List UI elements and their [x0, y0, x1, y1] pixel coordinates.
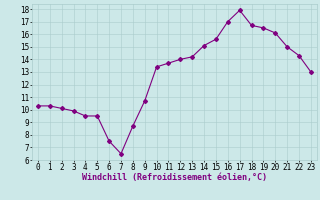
X-axis label: Windchill (Refroidissement éolien,°C): Windchill (Refroidissement éolien,°C): [82, 173, 267, 182]
